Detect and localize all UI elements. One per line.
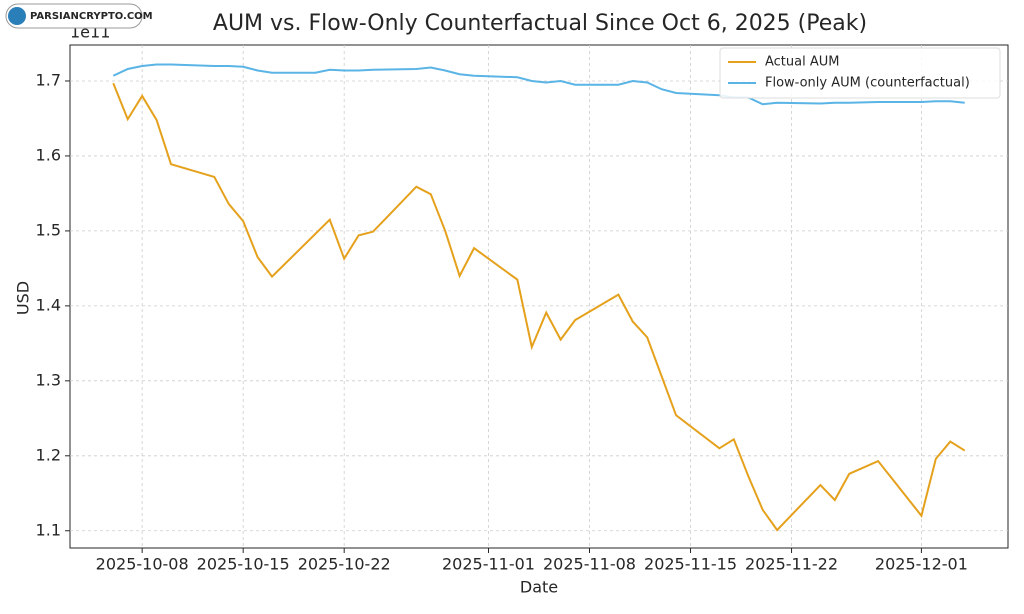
plot-frame [69, 44, 1009, 549]
y-tick-label: 1.3 [36, 370, 61, 389]
watermark-text: PARSIANCRYPTO.COM [30, 11, 153, 22]
legend-box [719, 47, 1001, 99]
x-tick-label: 2025-11-22 [745, 555, 838, 574]
y-tick-label: 1.7 [36, 70, 61, 89]
x-tick-label: 2025-10-08 [96, 555, 189, 574]
y-tick-label: 1.5 [36, 220, 61, 239]
x-tick-label: 2025-11-15 [644, 555, 737, 574]
watermark: PARSIANCRYPTO.COM [5, 3, 153, 29]
legend-label: Flow-only AUM (counterfactual) [765, 76, 970, 91]
x-axis-label: Date [520, 578, 558, 597]
data-line [112, 82, 966, 532]
y-tick-label: 1.6 [36, 145, 61, 164]
x-tick-label: 2025-10-22 [298, 555, 391, 574]
y-axis-label: USD [14, 281, 33, 315]
x-tick-label: 2025-12-01 [875, 555, 968, 574]
data-line [112, 63, 965, 106]
chart-title: AUM vs. Flow-Only Counterfactual Since O… [213, 11, 867, 36]
x-tick-label: 2025-11-01 [442, 555, 535, 574]
x-tick-label: 2025-10-15 [197, 555, 290, 574]
legend-label: Actual AUM [765, 55, 839, 70]
y-tick-label: 1.4 [36, 295, 61, 314]
y-tick-label: 1.1 [36, 520, 61, 539]
x-tick-label: 2025-11-08 [543, 555, 636, 574]
y-tick-label: 1.2 [36, 445, 61, 464]
